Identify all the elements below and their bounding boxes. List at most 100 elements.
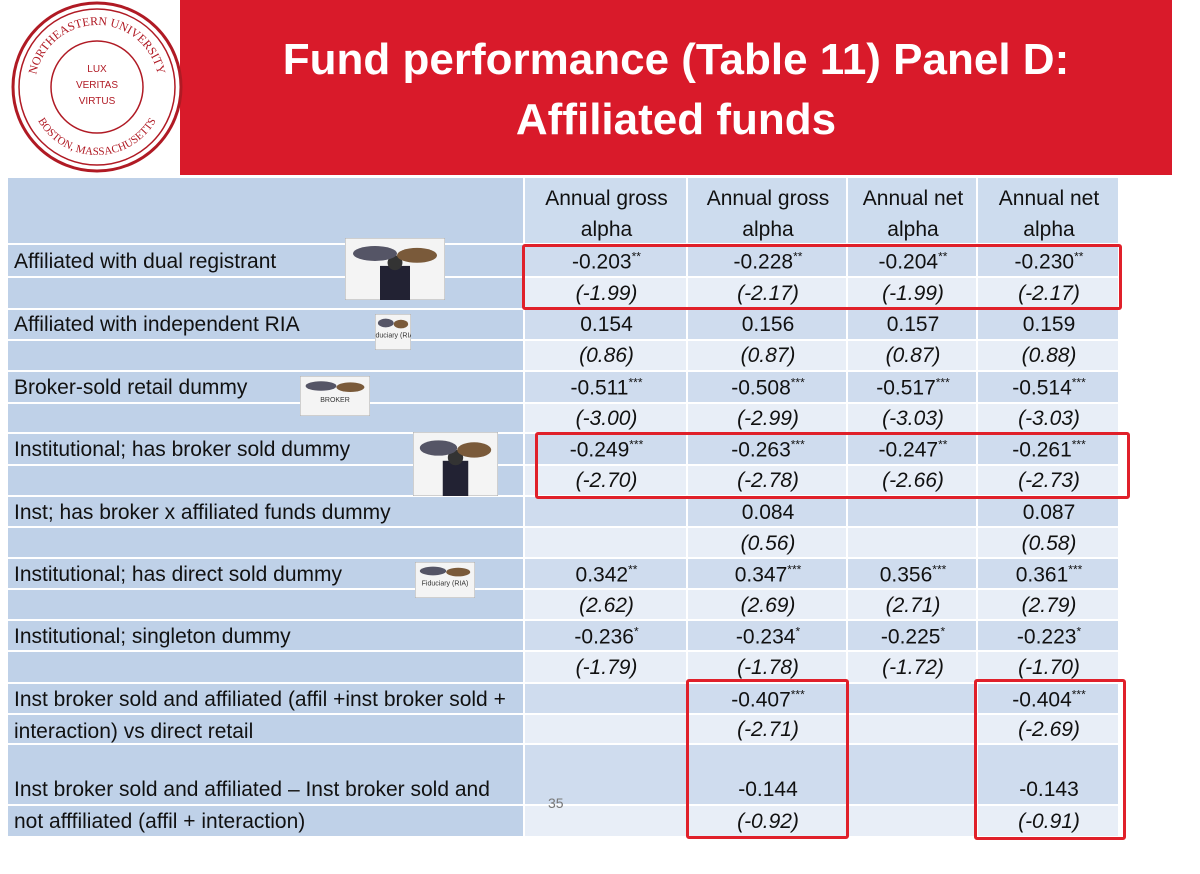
coefficient: -0.514***	[1012, 376, 1086, 401]
coefficient: -0.223*	[1017, 625, 1081, 650]
significance-stars: ***	[932, 562, 947, 577]
cell-bg	[978, 621, 1118, 650]
cell-bg	[978, 245, 1118, 276]
cell-bg	[8, 745, 523, 804]
cell-bg	[525, 278, 686, 308]
cell-bg	[978, 684, 1118, 713]
cell-bg	[848, 404, 976, 432]
coefficient: -0.249***	[570, 438, 644, 463]
cell-bg	[688, 278, 846, 308]
header-cell	[525, 178, 686, 243]
cell-bg	[978, 528, 1118, 557]
significance-stars: **	[1074, 249, 1084, 264]
cell-bg	[848, 434, 976, 464]
t-stat: (0.87)	[740, 344, 796, 367]
coefficient-value: -0.143	[1019, 778, 1079, 801]
column-header: Annual net alpha	[998, 187, 1100, 241]
cell-bg	[525, 652, 686, 682]
cell-bg	[8, 621, 523, 650]
column-header: Annual net alpha	[862, 187, 964, 241]
coefficient: 0.157	[887, 313, 940, 337]
row-label: Inst; has broker x affiliated funds dumm…	[14, 501, 391, 524]
cell-bg	[848, 466, 976, 495]
significance-stars: ***	[1068, 562, 1083, 577]
cell-bg	[8, 278, 523, 308]
page-number: 35	[548, 795, 564, 811]
significance-stars: ***	[628, 375, 643, 390]
t-stat: (-0.91)	[1018, 810, 1080, 833]
header-cell	[848, 178, 976, 243]
significance-stars: ***	[935, 375, 950, 390]
coefficient-value: -0.228	[733, 250, 794, 274]
cell-bg	[848, 245, 976, 276]
coefficient-value: 0.087	[1022, 501, 1076, 524]
cell-bg	[978, 806, 1118, 836]
coefficient: -0.247**	[879, 438, 948, 463]
row-label: Inst broker sold and affiliated – Inst b…	[14, 778, 490, 833]
t-stat: (2.69)	[740, 594, 796, 617]
cell-bg	[848, 310, 976, 339]
t-stat: (-2.78)	[737, 469, 799, 492]
t-stat: (-1.72)	[882, 656, 944, 679]
coefficient-value: -0.247	[878, 438, 939, 462]
coefficient-value: 0.347	[734, 563, 788, 587]
cell-bg	[525, 684, 686, 713]
coefficient-value: -0.204	[878, 250, 939, 274]
cell-bg	[688, 621, 846, 650]
coefficient: -0.404***	[1012, 688, 1086, 713]
t-stat: (-2.71)	[737, 718, 799, 741]
coefficient-value: 0.159	[1022, 313, 1076, 336]
coefficient-value: -0.261	[1012, 438, 1072, 462]
t-stat: (-1.79)	[575, 656, 638, 679]
coefficient-value: -0.514	[1012, 376, 1072, 400]
column-header: Annual gross alpha	[706, 187, 830, 241]
cell-bg	[525, 745, 686, 804]
cell-bg	[8, 310, 523, 339]
coefficient: 0.356***	[880, 563, 947, 588]
coefficient-value: -0.517	[876, 376, 936, 400]
coefficient-value: 0.356	[879, 563, 933, 587]
cell-bg	[525, 559, 686, 588]
coefficient-value: 0.157	[886, 313, 940, 336]
cell-bg	[688, 590, 846, 619]
coefficient-value: -0.236	[574, 625, 634, 649]
t-stat: (-1.78)	[737, 656, 799, 679]
title-line: Affiliated funds	[515, 95, 837, 144]
cell-bg	[978, 559, 1118, 588]
coefficient: 0.087	[1023, 501, 1076, 525]
row-label: Broker-sold retail dummy	[14, 376, 248, 399]
cell-bg	[978, 341, 1118, 370]
header-cell	[688, 178, 846, 243]
t-stat: (-2.17)	[1018, 282, 1080, 305]
coefficient-value: 0.156	[741, 313, 795, 336]
highlight-box	[535, 432, 1130, 499]
cell-bg	[688, 466, 846, 495]
cell-bg	[848, 621, 976, 650]
cell-bg	[8, 652, 523, 682]
icon: Fiduciary (RIA)	[375, 314, 411, 350]
cell-bg	[848, 745, 976, 804]
coefficient: -0.234*	[736, 625, 800, 650]
cell-bg	[848, 715, 976, 743]
highlight-box	[974, 679, 1126, 840]
cell-bg	[848, 497, 976, 526]
title: Fund performance (Table 11) Panel D: Aff…	[180, 30, 1172, 150]
cell-bg	[525, 372, 686, 402]
coefficient-value: -0.234	[735, 625, 796, 649]
icon	[413, 432, 498, 496]
cell-bg	[978, 466, 1118, 495]
cell-bg	[978, 497, 1118, 526]
cell-bg	[848, 652, 976, 682]
icon-label: BROKER	[320, 397, 350, 404]
coefficient: 0.361***	[1016, 563, 1083, 588]
significance-stars: *	[1076, 624, 1082, 639]
cell-bg	[688, 245, 846, 276]
t-stat: (0.86)	[579, 344, 634, 367]
cell-bg	[848, 590, 976, 619]
cell-bg	[978, 372, 1118, 402]
significance-stars: ***	[1071, 687, 1086, 702]
coefficient-value: -0.263	[731, 438, 791, 462]
coefficient: 0.347***	[735, 563, 802, 588]
cell-bg	[525, 310, 686, 339]
cell-bg	[688, 745, 846, 804]
